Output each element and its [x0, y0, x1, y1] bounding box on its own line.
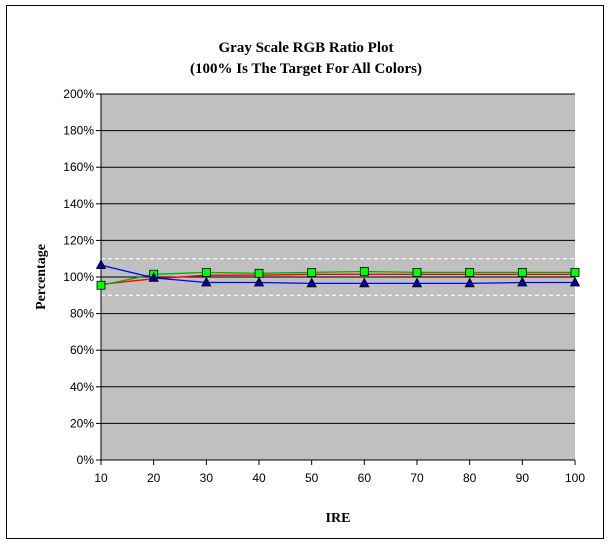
series-3-point — [464, 277, 475, 288]
series-2-point — [517, 268, 527, 277]
series-3-point — [359, 277, 370, 288]
axes — [96, 93, 576, 465]
chart: Gray Scale RGB Ratio Plot (100% Is The T… — [34, 40, 585, 526]
series-2-point — [359, 267, 369, 276]
series-3-point — [306, 277, 317, 288]
series-line-3 — [100, 264, 575, 285]
y-tick-label: 120% — [63, 233, 94, 247]
series-2-point — [570, 268, 580, 277]
y-tick-label: 160% — [63, 160, 94, 174]
chart-title: Gray Scale RGB Ratio Plot — [219, 40, 394, 56]
series-3-point — [517, 276, 528, 287]
y-tick-label: 60% — [70, 343, 94, 357]
x-tick-label: 20 — [147, 471, 161, 485]
chart-subtitle: (100% Is The Target For All Colors) — [190, 61, 422, 77]
reference-lines — [101, 258, 575, 296]
series-3-point — [253, 276, 265, 287]
series-2-point — [412, 268, 422, 277]
series-3-point — [201, 276, 212, 287]
gridlines — [101, 93, 575, 461]
y-tick-labels: 0% 20% 40% 60% 80% 100% 120% 140% 160% 180% 200% — [63, 87, 94, 467]
series-2-point — [254, 268, 264, 278]
series-3-point — [95, 259, 107, 270]
chart-frame: Gray Scale RGB Ratio Plot (100% Is The T… — [6, 5, 604, 539]
x-tick-label: 10 — [94, 471, 108, 485]
y-tick-label: 140% — [63, 197, 94, 211]
series-3-point — [411, 277, 423, 288]
x-tick-labels: 10 20 30 40 50 60 70 80 90 100 — [94, 471, 585, 485]
y-tick-label: 180% — [63, 124, 94, 138]
x-tick-label: 30 — [200, 471, 214, 485]
series-line-2 — [100, 270, 575, 286]
y-tick-label: 80% — [70, 307, 94, 321]
series-2-point — [465, 268, 475, 277]
x-tick-label: 90 — [516, 471, 530, 485]
y-tick-label: 40% — [70, 380, 94, 394]
y-tick-label: 100% — [63, 270, 94, 284]
series-2-point — [96, 280, 106, 290]
y-axis-title: Percentage — [34, 244, 49, 310]
x-tick-label: 80 — [463, 471, 477, 485]
x-tick-label: 100 — [565, 471, 585, 485]
y-tick-label: 0% — [77, 453, 95, 467]
series-2-point — [307, 268, 317, 277]
y-tick-label: 20% — [70, 416, 94, 430]
series-3-point — [569, 276, 581, 287]
series-2-point — [201, 268, 211, 277]
x-tick-label: 60 — [358, 471, 372, 485]
series-group — [95, 259, 581, 290]
x-tick-label: 40 — [252, 471, 266, 485]
x-axis-title: IRE — [326, 511, 351, 526]
series-line-1 — [100, 273, 575, 285]
series-3-point — [148, 272, 159, 282]
x-tick-label: 70 — [410, 471, 424, 485]
y-tick-label: 200% — [63, 87, 94, 101]
x-tick-label: 50 — [305, 471, 319, 485]
